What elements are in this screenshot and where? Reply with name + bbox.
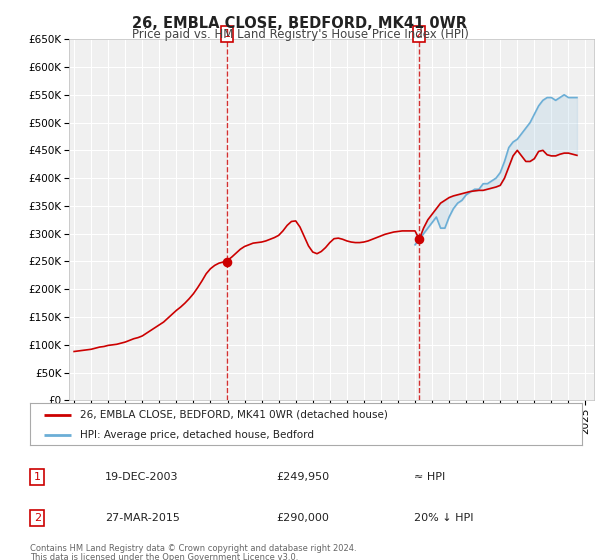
- Text: 27-MAR-2015: 27-MAR-2015: [105, 513, 180, 523]
- Text: 2: 2: [416, 29, 422, 39]
- Point: [222, 257, 232, 266]
- Text: 1: 1: [34, 472, 41, 482]
- Text: ≈ HPI: ≈ HPI: [414, 472, 445, 482]
- Text: 19-DEC-2003: 19-DEC-2003: [105, 472, 179, 482]
- Text: Contains HM Land Registry data © Crown copyright and database right 2024.: Contains HM Land Registry data © Crown c…: [30, 544, 356, 553]
- Text: £290,000: £290,000: [276, 513, 329, 523]
- Text: Price paid vs. HM Land Registry's House Price Index (HPI): Price paid vs. HM Land Registry's House …: [131, 28, 469, 41]
- Text: 26, EMBLA CLOSE, BEDFORD, MK41 0WR: 26, EMBLA CLOSE, BEDFORD, MK41 0WR: [133, 16, 467, 31]
- Text: 26, EMBLA CLOSE, BEDFORD, MK41 0WR (detached house): 26, EMBLA CLOSE, BEDFORD, MK41 0WR (deta…: [80, 410, 388, 420]
- Text: HPI: Average price, detached house, Bedford: HPI: Average price, detached house, Bedf…: [80, 430, 314, 440]
- Text: 1: 1: [224, 29, 230, 39]
- Text: This data is licensed under the Open Government Licence v3.0.: This data is licensed under the Open Gov…: [30, 553, 298, 560]
- Point: [415, 235, 424, 244]
- Text: 20% ↓ HPI: 20% ↓ HPI: [414, 513, 473, 523]
- Text: 2: 2: [34, 513, 41, 523]
- Text: £249,950: £249,950: [276, 472, 329, 482]
